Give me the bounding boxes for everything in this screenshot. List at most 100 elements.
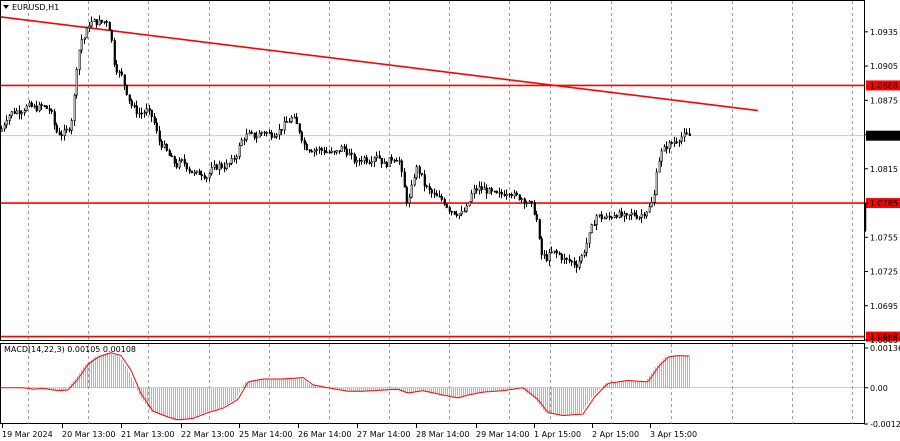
candle-body — [13, 111, 16, 114]
candle-body — [238, 145, 241, 157]
x-tick-label: 2 Apr 15:00 — [592, 430, 639, 439]
candle-body — [390, 157, 393, 161]
candle-body — [478, 186, 481, 191]
candle-body — [130, 100, 133, 106]
candle-body — [40, 104, 43, 106]
y-tick-label: 1.0845 — [870, 131, 898, 140]
candle-body — [225, 163, 228, 170]
candle-body — [450, 211, 453, 213]
candle-body — [8, 115, 11, 121]
candle-body — [418, 166, 421, 174]
candle-body — [570, 260, 573, 263]
candle-body — [385, 161, 388, 167]
candle-body — [100, 19, 103, 23]
candle-body — [223, 167, 226, 170]
candle-body — [658, 160, 661, 173]
candle-body — [400, 160, 403, 173]
candle-body — [633, 212, 636, 216]
candle-body — [480, 186, 483, 190]
candle-body — [298, 123, 301, 133]
candle-body — [200, 174, 203, 176]
candle-body — [103, 21, 106, 23]
x-tick-label: 27 Mar 14:00 — [357, 430, 410, 439]
candle-body — [15, 110, 18, 114]
candle-body — [85, 27, 88, 39]
level-tag-box — [866, 80, 900, 91]
candle-body — [5, 120, 8, 126]
candle-body — [265, 132, 268, 134]
candle-body — [283, 121, 286, 131]
candle-body — [620, 211, 623, 217]
candle-body — [408, 196, 411, 204]
candle-body — [528, 200, 531, 204]
candle-body — [648, 206, 651, 213]
candle-body — [635, 214, 638, 219]
candle-body — [205, 177, 208, 180]
candle-body — [133, 105, 136, 107]
candle-body — [278, 129, 281, 136]
candle-body — [270, 132, 273, 138]
candle-body — [213, 164, 216, 168]
candle-body — [340, 146, 343, 152]
candle-body — [505, 193, 508, 197]
macd-title: MACD(14,22,3) 0.00105 0.00108 — [4, 345, 136, 354]
candle-body — [295, 116, 298, 125]
candle-body — [655, 171, 658, 195]
candle-body — [645, 211, 648, 217]
candle-body — [290, 117, 293, 122]
candle-body — [28, 102, 31, 107]
candle-body — [38, 104, 41, 112]
y-tick-label: -0.00124 — [870, 420, 900, 429]
y-tick-label: 1.0935 — [870, 28, 898, 37]
candle-body — [445, 203, 448, 208]
candle-body — [388, 157, 391, 167]
candle-body — [255, 136, 258, 139]
candle-body — [178, 160, 181, 168]
candle-body — [665, 146, 668, 149]
candle-body — [20, 112, 23, 115]
candle-body — [523, 198, 526, 204]
candle-body — [310, 150, 313, 153]
price-axis: 1.0935 1.0905 1.0875 1.0845 1.0815 1.0785 1.07… — [864, 28, 898, 345]
candle-body — [543, 254, 546, 256]
candle-body — [275, 134, 278, 137]
candle-body — [308, 149, 311, 152]
candle-body — [63, 129, 66, 136]
candle-body — [80, 39, 83, 51]
candle-body — [503, 193, 506, 197]
dropdown-triangle-icon[interactable] — [3, 5, 9, 9]
candle-body — [670, 142, 673, 144]
candle-body — [235, 156, 238, 160]
candle-body — [98, 19, 101, 26]
candle-body — [58, 131, 61, 135]
candle-body — [533, 202, 536, 215]
y-tick-label: 1.0905 — [870, 62, 898, 71]
candle-body — [585, 242, 588, 253]
candle-body — [483, 187, 486, 190]
candle-body — [128, 94, 131, 101]
candle-body — [318, 148, 321, 150]
candle-body — [540, 238, 543, 256]
candle-body — [613, 215, 616, 218]
candle-body — [123, 74, 126, 86]
candle-body — [518, 194, 521, 200]
candle-body — [565, 257, 568, 260]
candle-body — [563, 257, 566, 261]
candle-body — [248, 131, 251, 135]
price-panel-frame — [0, 0, 865, 341]
candle-body — [578, 260, 581, 268]
candle-body — [150, 109, 153, 117]
level-tag-box — [866, 331, 900, 342]
candle-body — [70, 120, 73, 131]
candle-body — [448, 207, 451, 212]
candle-body — [55, 124, 58, 133]
candle-body — [378, 155, 381, 159]
candle-body — [35, 105, 38, 112]
y-tick-label: 1.0665 — [870, 336, 898, 345]
x-tick-label: 29 Mar 14:00 — [476, 430, 529, 439]
candle-body — [325, 151, 328, 154]
candle-body — [215, 164, 218, 170]
candle-body — [515, 192, 518, 196]
candle-body — [558, 252, 561, 255]
candle-body — [333, 150, 336, 153]
